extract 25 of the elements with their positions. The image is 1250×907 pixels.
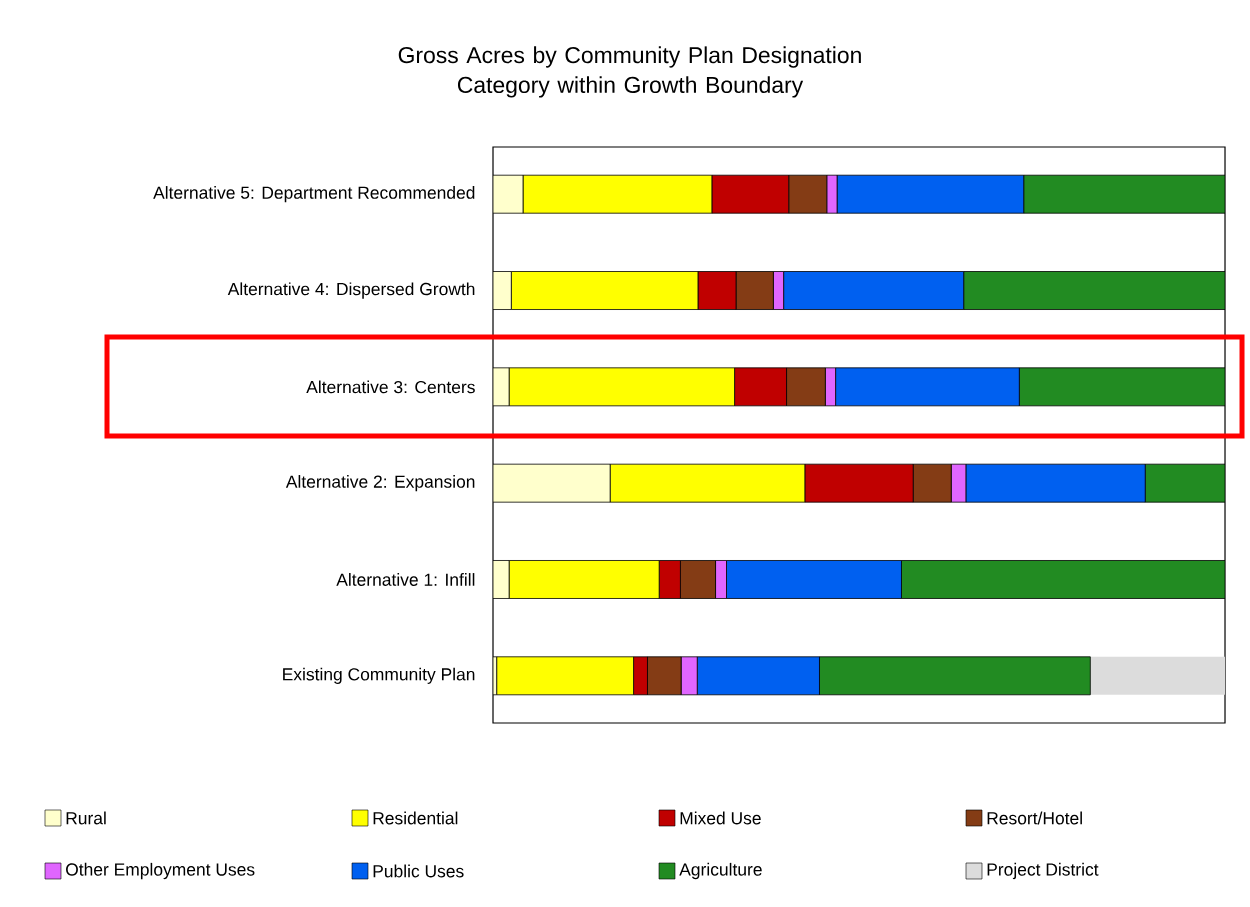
bar	[493, 174, 524, 214]
y-tick-label: Alternative 2: Expansion	[285, 475, 475, 492]
bar	[819, 656, 1091, 696]
legend-label: Agriculture	[679, 862, 762, 880]
y-tick-label: Existing Community Plan	[283, 667, 475, 684]
bar	[1144, 463, 1226, 503]
chart-title: Gross Acres by Community Plan Designation Category within Growth Boundary	[398, 46, 861, 98]
bar	[493, 463, 611, 503]
legend-label: Resort/Hotel	[987, 811, 1082, 825]
bar	[963, 271, 1226, 310]
bar	[493, 271, 512, 310]
bar	[1090, 656, 1226, 695]
bar	[901, 560, 1226, 599]
legend-label: Public Uses	[373, 864, 464, 878]
bar	[1023, 174, 1226, 214]
y-tick-label: Alternative 1: Infill	[336, 573, 475, 586]
legend-label: Project District	[987, 862, 1099, 880]
y-tick-label: Alternative 4: Dispersed Growth	[227, 282, 475, 299]
legend-label: Mixed Use	[680, 811, 761, 825]
bar	[1018, 367, 1226, 407]
legend-label: Other Employment Uses	[66, 862, 255, 880]
legend-label: Residential	[373, 811, 458, 825]
legend-label: Rural	[66, 811, 106, 825]
y-tick-label: Alternative 3: Centers	[306, 380, 475, 394]
y-tick-label: Alternative 5: Department Recommended	[153, 186, 475, 203]
